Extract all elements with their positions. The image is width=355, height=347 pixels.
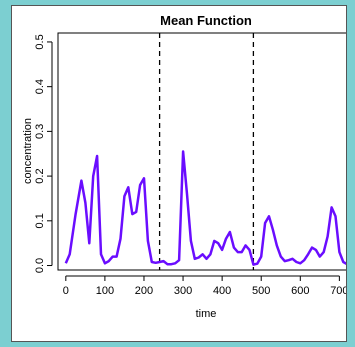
series-line-0: [64, 150, 348, 266]
y-tick-label: 0.2: [34, 168, 46, 183]
series-group: [64, 150, 348, 266]
plot-panel: Mean Function 0 100 200 300 400 500 600 700 0.0…: [11, 5, 355, 342]
y-tick-label: 0.0: [34, 258, 46, 273]
x-tick-label: 500: [252, 285, 270, 297]
y-tick-label: 0.4: [34, 79, 46, 94]
x-axis-ticks: 0 100 200 300 400 500 600 700: [63, 275, 349, 297]
chart-svg: Mean Function 0 100 200 300 400 500 600 700 0.0…: [22, 13, 355, 320]
y-axis-ticks: 0.0 0.1 0.2 0.3 0.4 0.5: [34, 34, 53, 273]
y-tick-label: 0.1: [34, 213, 46, 228]
x-tick-label: 700: [330, 285, 346, 297]
x-axis-label: time: [196, 308, 217, 320]
x-tick-label: 600: [291, 285, 309, 297]
plot-box: [57, 32, 355, 271]
y-axis-label: concentration: [22, 118, 34, 184]
chart-title: Mean Function: [160, 13, 252, 28]
x-tick-label: 200: [135, 285, 153, 297]
vertical-reference-lines: [158, 33, 255, 270]
x-tick-label: 0: [63, 285, 69, 297]
x-tick-label: 400: [213, 285, 231, 297]
x-tick-label: 300: [174, 285, 192, 297]
x-tick-label: 100: [96, 285, 114, 297]
y-tick-label: 0.5: [34, 34, 46, 49]
y-tick-label: 0.3: [34, 124, 46, 139]
